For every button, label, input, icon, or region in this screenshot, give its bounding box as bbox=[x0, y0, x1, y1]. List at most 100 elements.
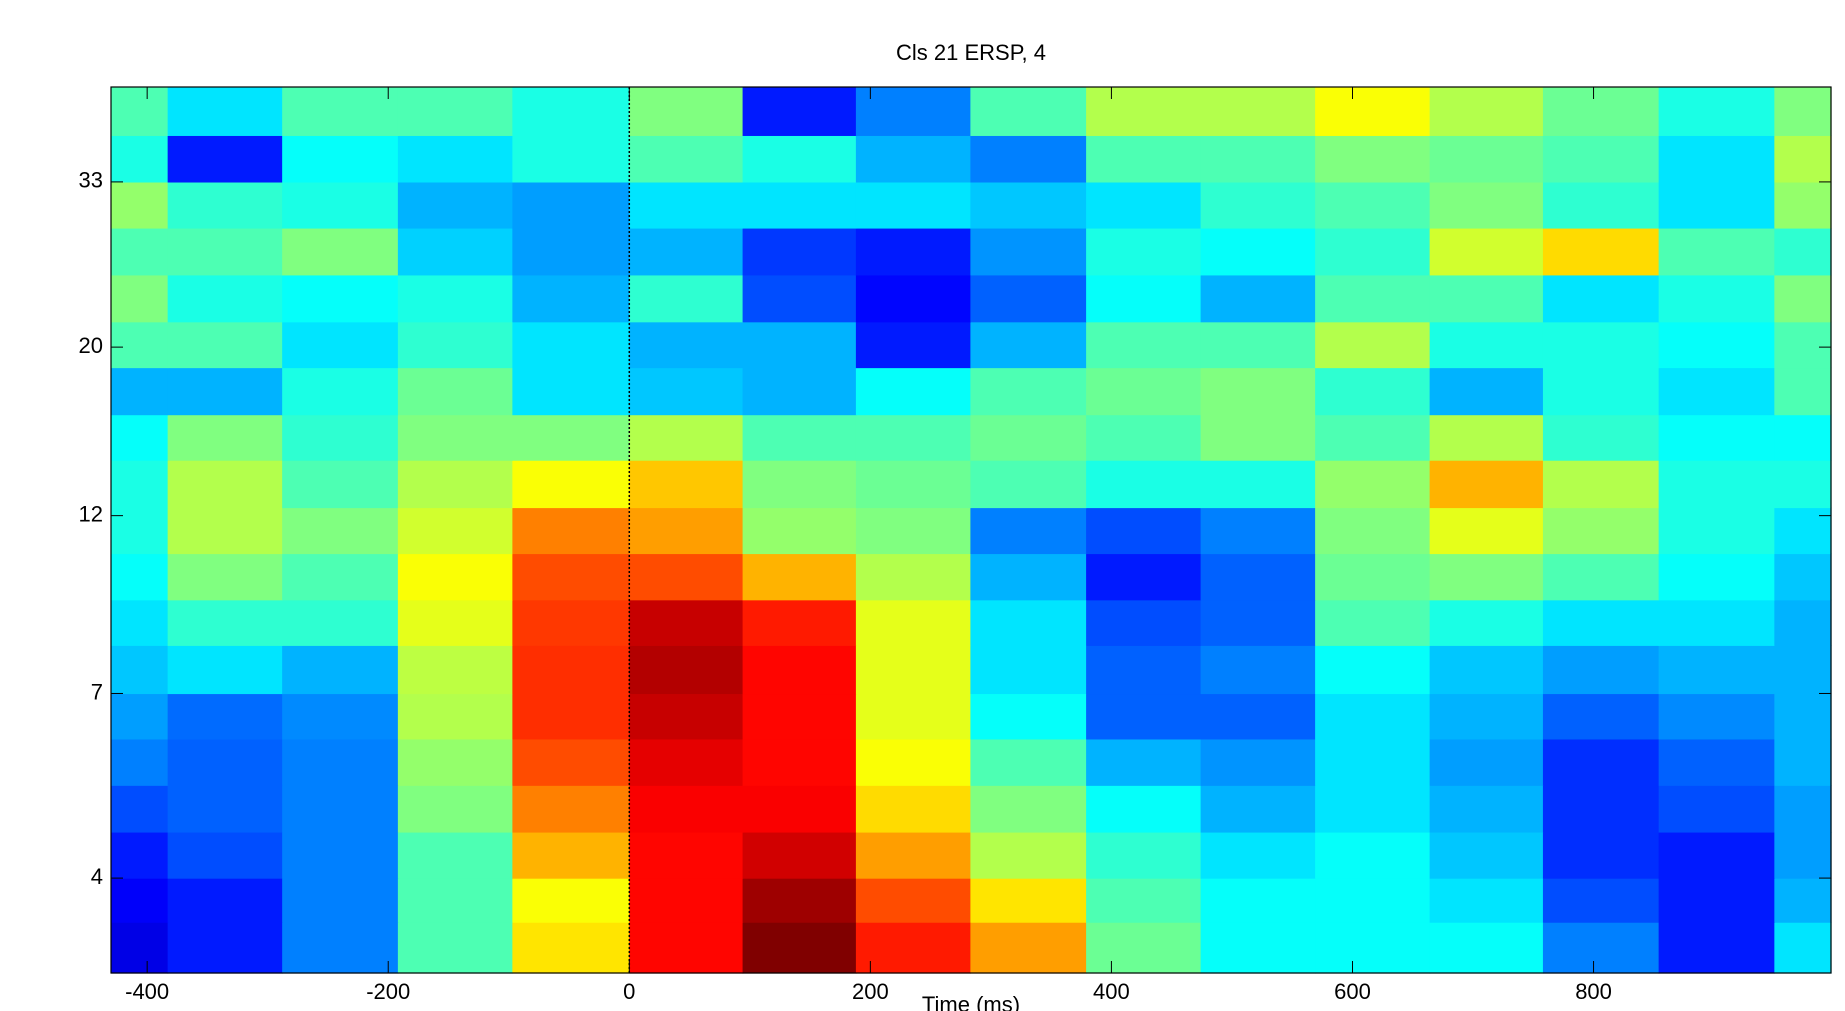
heat-cell bbox=[742, 227, 857, 276]
heat-cell bbox=[1429, 227, 1544, 276]
heat-cell bbox=[1429, 831, 1544, 879]
heat-cell bbox=[1315, 181, 1431, 229]
heat-cell bbox=[1658, 507, 1775, 555]
x-tick-label: 800 bbox=[1575, 979, 1612, 1004]
heat-cell bbox=[855, 460, 971, 509]
heat-cell bbox=[282, 227, 399, 276]
heat-cell bbox=[1658, 785, 1775, 833]
heat-cell bbox=[282, 922, 399, 974]
heat-cell bbox=[397, 693, 513, 740]
heat-cell bbox=[1315, 645, 1431, 695]
heat-cell bbox=[1542, 553, 1660, 601]
heat-cell bbox=[512, 831, 630, 879]
heat-cell bbox=[111, 507, 169, 555]
heat-cell bbox=[629, 693, 744, 740]
heat-cell bbox=[970, 599, 1087, 646]
heat-cell bbox=[1086, 922, 1202, 974]
heat-cell bbox=[397, 507, 513, 555]
heat-cell bbox=[742, 460, 857, 509]
y-tick-label: 33 bbox=[79, 168, 103, 193]
heat-cell bbox=[1658, 738, 1775, 786]
heat-cell bbox=[1200, 922, 1316, 974]
heat-cell bbox=[629, 87, 744, 136]
heat-cell bbox=[397, 922, 513, 974]
heat-cell bbox=[970, 135, 1087, 183]
heat-cell bbox=[512, 274, 630, 323]
heat-cell bbox=[1774, 274, 1832, 323]
heat-cell bbox=[111, 227, 169, 276]
heat-cell bbox=[1774, 414, 1832, 461]
heat-cell bbox=[1200, 227, 1316, 276]
heat-cell bbox=[1658, 693, 1775, 740]
heat-cell bbox=[512, 181, 630, 229]
heat-cell bbox=[282, 507, 399, 555]
heat-cell bbox=[1429, 414, 1544, 461]
heat-cell bbox=[1542, 507, 1660, 555]
heat-cell bbox=[1315, 693, 1431, 740]
heat-cell bbox=[742, 321, 857, 369]
heat-cell bbox=[111, 414, 169, 461]
heat-cell bbox=[1200, 878, 1316, 923]
heat-cell bbox=[512, 87, 630, 136]
heat-cell bbox=[1429, 922, 1544, 974]
heat-cell bbox=[1542, 227, 1660, 276]
heat-cell bbox=[855, 367, 971, 416]
heat-cell bbox=[1774, 507, 1832, 555]
heat-cell bbox=[1542, 135, 1660, 183]
heat-cell bbox=[970, 460, 1087, 509]
heat-cell bbox=[111, 181, 169, 229]
heat-cell bbox=[397, 367, 513, 416]
heat-cell bbox=[855, 553, 971, 601]
heat-cell bbox=[855, 135, 971, 183]
heat-cell bbox=[1774, 135, 1832, 183]
x-tick-label: 400 bbox=[1093, 979, 1130, 1004]
heat-cell bbox=[1542, 181, 1660, 229]
heat-cell bbox=[1315, 738, 1431, 786]
heat-cell bbox=[629, 738, 744, 786]
heat-cell bbox=[1200, 274, 1316, 323]
heat-cell bbox=[1429, 738, 1544, 786]
x-tick-label: -200 bbox=[366, 979, 410, 1004]
heat-cell bbox=[742, 599, 857, 646]
heat-cell bbox=[1200, 135, 1316, 183]
heat-cell bbox=[1086, 414, 1202, 461]
heat-cell bbox=[512, 507, 630, 555]
heat-cell bbox=[282, 599, 399, 646]
heat-cell bbox=[1774, 645, 1832, 695]
heat-cell bbox=[629, 414, 744, 461]
heat-cell bbox=[1429, 599, 1544, 646]
heat-cell bbox=[111, 135, 169, 183]
heat-cell bbox=[1429, 460, 1544, 509]
heat-cell bbox=[629, 367, 744, 416]
heat-cell bbox=[1429, 87, 1544, 136]
heat-cell bbox=[397, 414, 513, 461]
heat-cell bbox=[1429, 321, 1544, 369]
heat-cell bbox=[629, 460, 744, 509]
y-tick-label: 4 bbox=[91, 864, 103, 889]
heat-cell bbox=[512, 414, 630, 461]
heat-cell bbox=[397, 181, 513, 229]
chart-title: Cls 21 ERSP, 4 bbox=[896, 40, 1046, 65]
heat-cell bbox=[1086, 227, 1202, 276]
heat-cell bbox=[1542, 831, 1660, 879]
y-tick-label: 12 bbox=[79, 501, 103, 526]
heat-cell bbox=[1658, 414, 1775, 461]
heat-cell bbox=[855, 87, 971, 136]
heat-cell bbox=[970, 922, 1087, 974]
heat-cell bbox=[111, 321, 169, 369]
heat-cell bbox=[282, 738, 399, 786]
heat-cell bbox=[1658, 367, 1775, 416]
heat-cell bbox=[970, 831, 1087, 879]
heat-cell bbox=[855, 599, 971, 646]
heat-cell bbox=[1315, 599, 1431, 646]
heat-cell bbox=[970, 87, 1087, 136]
heat-cell bbox=[512, 738, 630, 786]
heat-cell bbox=[1315, 135, 1431, 183]
heat-cell bbox=[742, 693, 857, 740]
heat-cell bbox=[970, 738, 1087, 786]
y-tick-label: 7 bbox=[91, 679, 103, 704]
heat-cell bbox=[855, 738, 971, 786]
heat-cell bbox=[282, 460, 399, 509]
heat-cell bbox=[742, 645, 857, 695]
heat-cell bbox=[111, 693, 169, 740]
